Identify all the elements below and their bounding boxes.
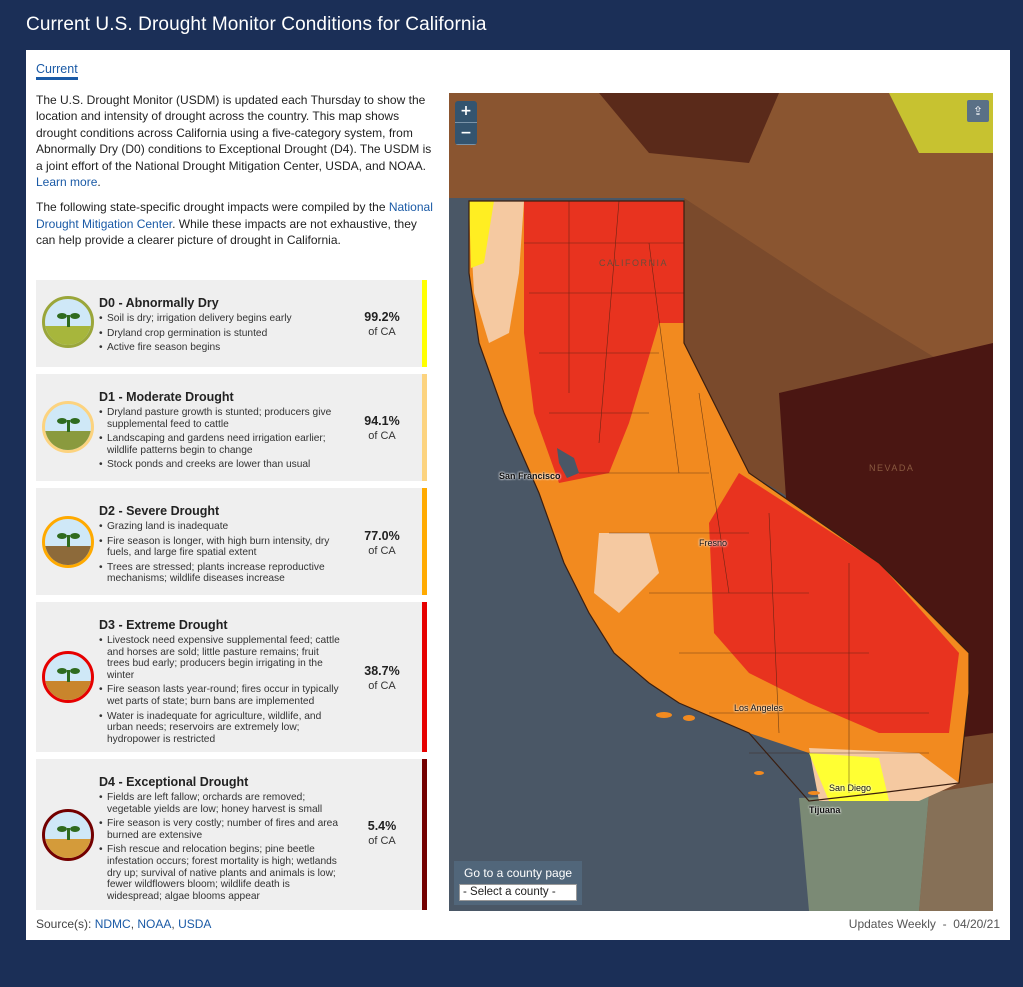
d0-north-coast <box>469 201 494 268</box>
source-link-ndmc[interactable]: NDMC <box>94 917 131 931</box>
category-card-d4: D4 - Exceptional Drought Fields are left… <box>36 759 427 910</box>
intro-text: The U.S. Drought Monitor (USDM) is updat… <box>36 92 436 258</box>
intro-paragraph-1: The U.S. Drought Monitor (USDM) is updat… <box>36 93 432 190</box>
impact-item: Dryland pasture growth is stunted; produ… <box>99 407 344 430</box>
category-percent: 38.7% <box>364 664 400 678</box>
county-navigator: Go to a county page - Select a county - <box>454 861 582 905</box>
drought-map[interactable]: CALIFORNIA NEVADA San Francisco Fresno L… <box>449 93 993 911</box>
category-color-bar <box>422 280 427 367</box>
category-title: D2 - Severe Drought <box>99 504 220 518</box>
category-card-d1: D1 - Moderate Drought Dryland pasture gr… <box>36 374 427 481</box>
impact-item: Fields are left fallow; orchards are rem… <box>99 792 344 815</box>
category-color-bar <box>422 488 427 595</box>
category-title: D1 - Moderate Drought <box>99 390 234 404</box>
map-label-tijuana: Tijuana <box>809 805 841 815</box>
source-link-noaa[interactable]: NOAA <box>137 917 172 931</box>
d3-north <box>524 201 684 483</box>
intro-p1-text: The U.S. Drought Monitor (USDM) is updat… <box>36 93 432 173</box>
category-card-d2: D2 - Severe Drought Grazing land is inad… <box>36 488 427 595</box>
content-panel: Current The U.S. Drought Monitor (USDM) … <box>26 50 1010 940</box>
source-link-usda[interactable]: USDA <box>178 917 212 931</box>
impact-item: Fish rescue and relocation begins; pine … <box>99 844 344 902</box>
updates-label: Updates Weekly <box>848 917 936 931</box>
learn-more-link[interactable]: Learn more <box>36 175 98 190</box>
impact-item: Trees are stressed; plants increase repr… <box>99 562 344 585</box>
extreme-drought-icon <box>42 651 94 703</box>
updates-separator: - <box>942 917 947 931</box>
exceptional-drought-icon <box>42 809 94 861</box>
category-unit: of CA <box>368 680 396 692</box>
impact-item: Dryland crop germination is stunted <box>99 328 344 340</box>
category-unit: of CA <box>368 545 396 557</box>
updates-line: Updates Weekly - 04/20/21 <box>849 917 1000 931</box>
county-page-label: Go to a county page <box>464 866 573 880</box>
category-percent: 94.1% <box>364 414 400 428</box>
dry-soil-icon <box>42 296 94 348</box>
impact-item: Fire season is very costly; number of fi… <box>99 818 344 841</box>
zoom-control: + − <box>455 101 477 145</box>
zoom-in-button[interactable]: + <box>455 101 477 123</box>
category-unit: of CA <box>368 430 396 442</box>
map-label-nevada: NEVADA <box>869 463 915 473</box>
intro-paragraph-2: The following state-specific drought imp… <box>36 199 436 248</box>
intro-p2-before: The following state-specific drought imp… <box>36 200 386 215</box>
tab-current[interactable]: Current <box>36 62 78 80</box>
map-label-los-angeles: Los Angeles <box>734 703 784 713</box>
map-canvas <box>449 93 993 911</box>
impact-item: Soil is dry; irrigation delivery begins … <box>99 313 344 325</box>
map-label-san-diego: San Diego <box>829 783 872 793</box>
moderate-drought-icon <box>42 401 94 453</box>
category-unit: of CA <box>368 326 396 338</box>
california-outline <box>468 200 970 802</box>
category-unit: of CA <box>368 835 396 847</box>
impact-item: Landscaping and gardens need irrigation … <box>99 433 344 456</box>
category-percent: 5.4% <box>367 819 397 833</box>
category-color-bar <box>422 602 427 752</box>
mexico-land <box>919 783 993 911</box>
county-boundaries <box>524 200 929 793</box>
page-title: Current U.S. Drought Monitor Conditions … <box>26 14 487 35</box>
intro-p2-after: . While these impacts are not exhaustive… <box>36 216 417 248</box>
d1-central-coast <box>594 533 659 613</box>
baja-land <box>799 793 929 911</box>
map-label-san-francisco: San Francisco <box>499 471 561 481</box>
share-icon[interactable]: ⇪ <box>967 100 989 122</box>
category-color-bar <box>422 759 427 910</box>
category-card-d0: D0 - Abnormally Dry Soil is dry; irrigat… <box>36 280 427 367</box>
impact-item: Fire season is longer, with high burn in… <box>99 536 344 559</box>
county-select[interactable]: - Select a county - <box>459 884 577 901</box>
category-card-d3: D3 - Extreme Drought Livestock need expe… <box>36 602 427 752</box>
source-line: Source(s): NDMC, NOAA, USDA <box>36 917 212 931</box>
map-label-california: CALIFORNIA <box>599 258 669 268</box>
drought-category-list: D0 - Abnormally Dry Soil is dry; irrigat… <box>36 280 427 917</box>
d3-south <box>709 473 959 733</box>
impact-item: Livestock need expensive supplemental fe… <box>99 635 344 681</box>
impact-item: Grazing land is inadequate <box>99 521 344 533</box>
d4-oregon <box>599 93 779 163</box>
map-label-fresno: Fresno <box>699 538 728 548</box>
impact-item: Stock ponds and creeks are lower than us… <box>99 459 344 471</box>
category-title: D3 - Extreme Drought <box>99 618 228 632</box>
impact-item: Active fire season begins <box>99 342 344 354</box>
impact-item: Fire season lasts year-round; fires occu… <box>99 684 344 707</box>
category-title: D0 - Abnormally Dry <box>99 296 219 310</box>
updates-date: 04/20/21 <box>953 917 1000 931</box>
sf-bay <box>557 448 579 478</box>
category-percent: 77.0% <box>364 529 400 543</box>
channel-islands <box>656 712 820 795</box>
zoom-out-button[interactable]: − <box>455 123 477 145</box>
category-color-bar <box>422 374 427 481</box>
source-label: Source(s): <box>36 917 92 931</box>
category-percent: 99.2% <box>364 310 400 324</box>
severe-drought-icon <box>42 516 94 568</box>
oregon-land <box>449 93 993 393</box>
impact-item: Water is inadequate for agriculture, wil… <box>99 711 344 746</box>
category-title: D4 - Exceptional Drought <box>99 775 249 789</box>
ndmc-link[interactable]: National Drought Mitigation Center <box>36 200 433 231</box>
